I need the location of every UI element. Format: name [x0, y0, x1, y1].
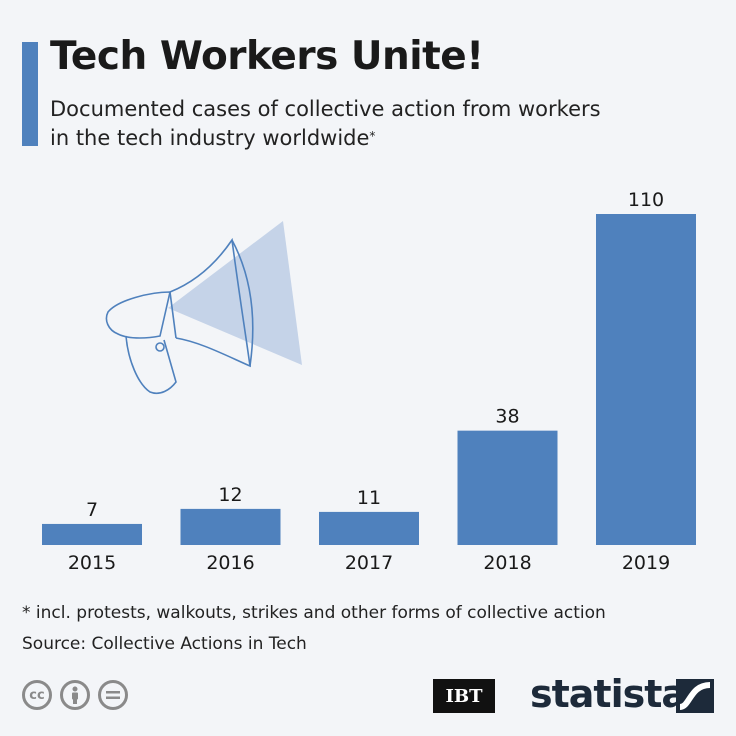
cc-icon[interactable]: cc [22, 680, 52, 710]
source-note: Source: Collective Actions in Tech [22, 634, 307, 654]
no-derivatives-icon[interactable] [98, 680, 128, 710]
x-tick-label-2016: 2016 [206, 552, 254, 574]
data-label-2016: 12 [218, 484, 242, 506]
bar-chart: 7 2015 12 2016 11 2017 38 2018 110 2019 [42, 189, 696, 574]
subtitle-text: Documented cases of collective action fr… [50, 97, 601, 150]
attribution-icon[interactable] [60, 680, 90, 710]
subtitle-footnote-mark: * [369, 129, 376, 143]
bar-2016 [180, 508, 281, 545]
chart-subtitle: Documented cases of collective action fr… [50, 95, 610, 153]
x-tick-label-2019: 2019 [622, 552, 670, 574]
chart-title: Tech Workers Unite! [50, 34, 484, 79]
data-label-2019: 110 [628, 189, 664, 211]
ibt-logo[interactable]: IBT [433, 679, 495, 713]
x-tick-label-2018: 2018 [483, 552, 531, 574]
data-label-2015: 7 [86, 499, 98, 521]
statista-mark-icon [676, 679, 714, 713]
footnote: * incl. protests, walkouts, strikes and … [22, 603, 606, 623]
bars-layer: 7 2015 12 2016 11 2017 38 2018 110 2019 [42, 189, 696, 574]
title-accent-bar [22, 42, 38, 146]
bar-2017 [319, 511, 419, 545]
bar-2019 [596, 214, 696, 545]
bar-2015 [42, 523, 142, 545]
bar-2018 [457, 430, 558, 545]
x-tick-label-2017: 2017 [345, 552, 393, 574]
x-tick-label-2015: 2015 [68, 552, 116, 574]
megaphone-illustration [105, 221, 302, 395]
data-label-2018: 38 [495, 406, 519, 428]
statista-logo[interactable]: statista [530, 672, 687, 716]
license-icons: cc [22, 680, 128, 710]
data-label-2017: 11 [357, 487, 381, 509]
